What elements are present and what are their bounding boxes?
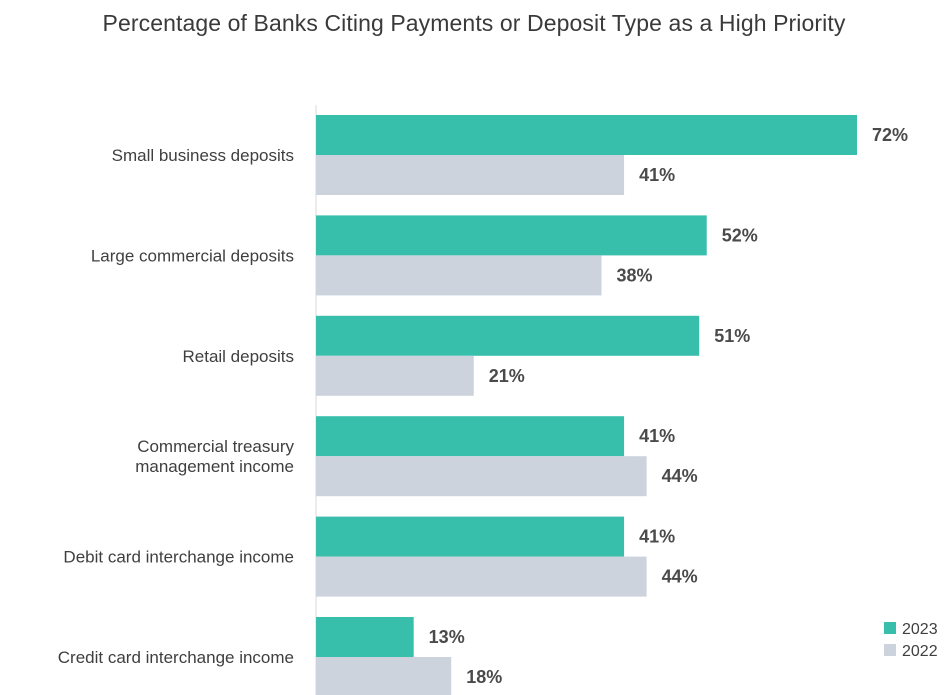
- value-label-2023-0: 72%: [872, 125, 908, 145]
- bar-2023-2: [316, 315, 700, 356]
- legend-label-2023: 2023: [902, 621, 938, 638]
- category-label-line: Large commercial deposits: [91, 246, 294, 265]
- chart-title: Percentage of Banks Citing Payments or D…: [102, 10, 846, 36]
- category-label: Credit card interchange income: [58, 648, 294, 667]
- category-label-line: Commercial treasury: [137, 437, 294, 456]
- bars-group: Small business deposits 72% 41% Large comme…: [58, 115, 908, 695]
- category-label: Commercial treasury management income: [135, 437, 294, 476]
- value-label-2022-4: 44%: [662, 567, 698, 587]
- value-label-2022-1: 38%: [617, 265, 653, 285]
- category-label-line: Retail deposits: [182, 347, 294, 366]
- category-label: Debit card interchange income: [63, 548, 294, 567]
- category-label-line: Small business deposits: [112, 146, 294, 165]
- bar-2023-5: [316, 617, 414, 657]
- bar-2022-4: [316, 556, 647, 597]
- bar-2022-2: [316, 355, 474, 396]
- bar-2022-3: [316, 456, 647, 497]
- legend: 2023 2022: [884, 621, 938, 660]
- legend-swatch-2023: [884, 622, 896, 634]
- value-label-2022-3: 44%: [662, 466, 698, 486]
- value-label-2022-0: 41%: [639, 165, 675, 185]
- bar-2023-0: [316, 115, 857, 155]
- category-label-line: Debit card interchange income: [63, 548, 294, 567]
- category-label-line: Credit card interchange income: [58, 648, 294, 667]
- value-label-2022-5: 18%: [466, 667, 502, 687]
- value-label-2023-1: 52%: [722, 225, 758, 245]
- value-label-2023-5: 13%: [429, 627, 465, 647]
- value-label-2022-2: 21%: [489, 366, 525, 386]
- bar-2023-3: [316, 416, 625, 457]
- bar-2023-4: [316, 516, 625, 557]
- category-label: Retail deposits: [182, 347, 294, 366]
- value-label-2023-3: 41%: [639, 426, 675, 446]
- category-label-line: management income: [135, 457, 294, 476]
- bar-2022-5: [316, 657, 452, 695]
- bar-2022-1: [316, 255, 602, 296]
- legend-label-2022: 2022: [902, 643, 938, 660]
- value-label-2023-2: 51%: [714, 326, 750, 346]
- bar-2023-1: [316, 215, 707, 256]
- legend-swatch-2022: [884, 644, 896, 656]
- bar-2022-0: [316, 155, 625, 195]
- category-label: Small business deposits: [112, 146, 294, 165]
- value-label-2023-4: 41%: [639, 527, 675, 547]
- category-label: Large commercial deposits: [91, 246, 294, 265]
